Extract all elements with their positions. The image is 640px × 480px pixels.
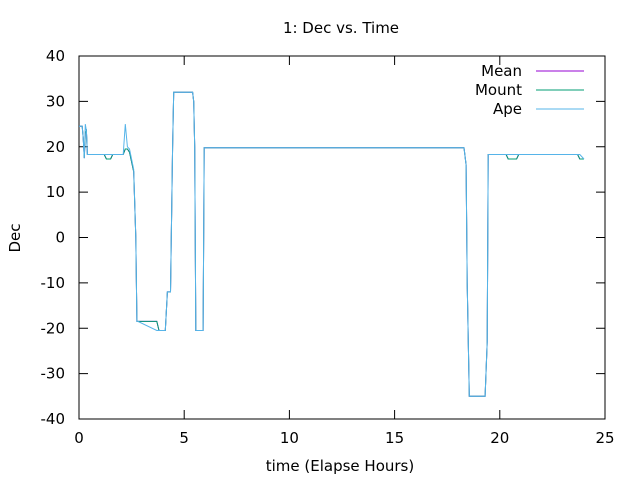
y-tick-label: 0 bbox=[55, 229, 65, 247]
y-tick-label: -30 bbox=[41, 365, 66, 383]
x-tick-label: 0 bbox=[74, 429, 84, 447]
legend-label-ape: Ape bbox=[493, 100, 522, 118]
series-layer bbox=[79, 91, 585, 397]
y-tick-label: -40 bbox=[41, 410, 66, 428]
x-tick-label: 10 bbox=[280, 429, 299, 447]
chart-title: 1: Dec vs. Time bbox=[283, 19, 399, 37]
x-tick-label: 20 bbox=[490, 429, 509, 447]
x-axis: 0 5 10 15 20 25 bbox=[74, 56, 615, 447]
legend-label-mean: Mean bbox=[481, 62, 522, 80]
y-tick-label: 40 bbox=[46, 47, 65, 65]
x-axis-title: time (Elapse Hours) bbox=[266, 457, 414, 475]
legend-label-mount: Mount bbox=[475, 81, 522, 99]
y-tick-label: 30 bbox=[46, 92, 65, 110]
plot-frame bbox=[78, 55, 606, 420]
x-tick-label: 15 bbox=[385, 429, 404, 447]
y-tick-label: -10 bbox=[41, 274, 66, 292]
series-line-mount bbox=[79, 91, 584, 397]
y-axis-title: Dec bbox=[6, 223, 24, 252]
y-tick-label: -20 bbox=[41, 319, 66, 337]
series-line-mean bbox=[79, 91, 584, 397]
y-tick-label: 20 bbox=[46, 138, 65, 156]
x-tick-label: 25 bbox=[595, 429, 614, 447]
y-axis: -40 -30 -20 -10 0 10 20 30 40 bbox=[41, 47, 605, 428]
y-tick-label: 10 bbox=[46, 183, 65, 201]
x-tick-label: 5 bbox=[179, 429, 189, 447]
series-line-ape bbox=[79, 91, 585, 397]
